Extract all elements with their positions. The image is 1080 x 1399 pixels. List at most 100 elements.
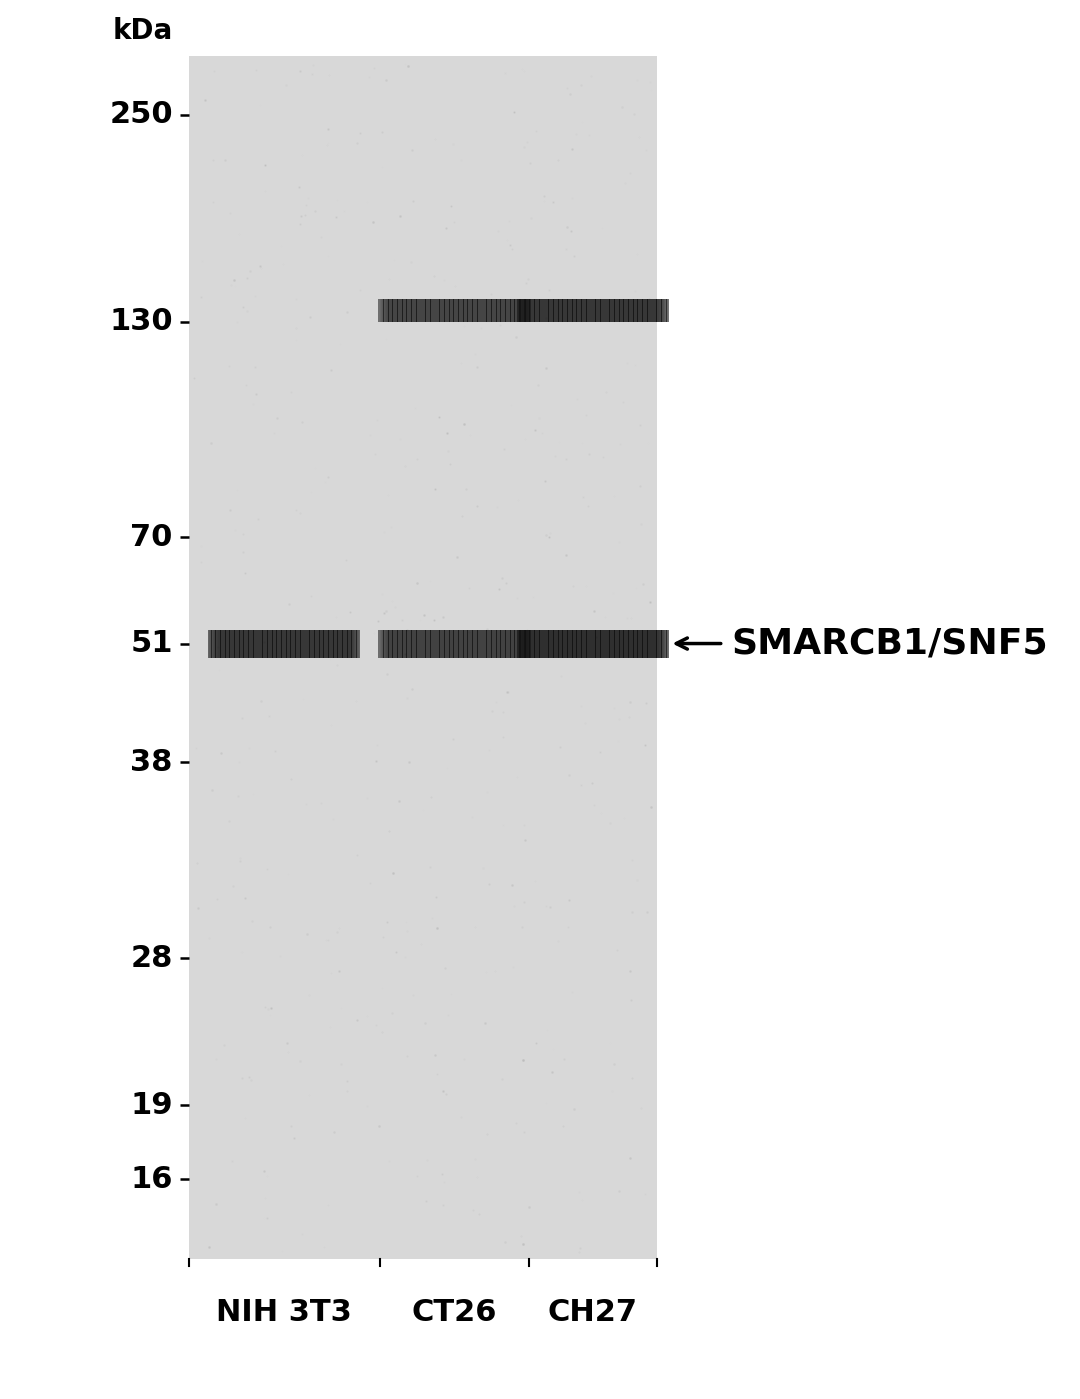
Bar <box>482 630 483 658</box>
Bar <box>284 630 285 658</box>
Bar <box>545 630 548 658</box>
Bar <box>553 630 555 658</box>
Bar <box>257 630 259 658</box>
Bar <box>320 630 321 658</box>
Bar <box>298 630 299 658</box>
Bar <box>465 298 468 322</box>
Bar <box>607 298 608 322</box>
Bar <box>521 630 522 658</box>
Bar <box>391 298 392 322</box>
Bar <box>659 298 660 322</box>
Bar <box>621 630 622 658</box>
Bar <box>472 298 474 322</box>
Bar <box>383 298 384 322</box>
Bar <box>407 298 409 322</box>
Bar <box>315 630 318 658</box>
Bar <box>652 298 654 322</box>
Bar <box>489 298 490 322</box>
Bar <box>485 298 487 322</box>
Bar <box>438 630 440 658</box>
Bar <box>497 630 498 658</box>
Bar <box>460 298 461 322</box>
Bar <box>406 630 408 658</box>
Bar <box>549 298 550 322</box>
Bar <box>414 630 416 658</box>
Bar <box>431 298 432 322</box>
Bar <box>442 630 444 658</box>
Bar <box>496 630 497 658</box>
Bar <box>483 298 484 322</box>
Bar <box>548 630 549 658</box>
Bar <box>585 630 586 658</box>
Bar <box>635 298 636 322</box>
Bar <box>519 630 521 658</box>
Bar <box>433 630 434 658</box>
Bar <box>427 630 428 658</box>
Bar <box>580 298 582 322</box>
Bar <box>356 630 357 658</box>
Bar <box>509 630 511 658</box>
Bar <box>537 298 539 322</box>
Bar <box>512 298 513 322</box>
Bar <box>386 298 388 322</box>
Text: 16: 16 <box>131 1165 173 1193</box>
Bar <box>513 298 514 322</box>
Text: NIH 3T3: NIH 3T3 <box>216 1298 352 1328</box>
Bar <box>399 298 401 322</box>
Bar <box>272 630 274 658</box>
Bar <box>604 630 606 658</box>
Bar <box>516 630 518 658</box>
Bar <box>567 630 569 658</box>
Bar <box>608 298 609 322</box>
Bar <box>581 630 583 658</box>
Bar <box>456 630 457 658</box>
Bar <box>500 298 502 322</box>
Bar <box>610 298 612 322</box>
Bar <box>645 630 647 658</box>
Bar <box>549 630 550 658</box>
Bar <box>240 630 241 658</box>
Bar <box>443 298 445 322</box>
Bar <box>471 630 473 658</box>
Bar <box>566 630 568 658</box>
Bar <box>666 630 669 658</box>
Bar <box>585 298 586 322</box>
Bar <box>343 630 346 658</box>
Bar <box>270 630 271 658</box>
Bar <box>593 298 594 322</box>
Text: CT26: CT26 <box>411 1298 498 1328</box>
Bar <box>311 630 312 658</box>
Bar <box>455 298 456 322</box>
Bar <box>340 630 341 658</box>
Bar <box>666 298 669 322</box>
Bar <box>638 298 640 322</box>
Bar <box>503 630 504 658</box>
Bar <box>338 630 340 658</box>
Bar <box>378 630 380 658</box>
Bar <box>581 298 583 322</box>
Bar <box>644 298 645 322</box>
Bar <box>463 298 465 322</box>
Bar <box>503 298 504 322</box>
Bar <box>521 298 522 322</box>
Bar <box>237 630 239 658</box>
Bar <box>620 298 621 322</box>
Bar <box>355 630 356 658</box>
Bar <box>291 630 292 658</box>
Bar <box>246 630 247 658</box>
Bar <box>508 630 510 658</box>
Bar <box>652 630 654 658</box>
Bar <box>630 630 631 658</box>
Bar <box>478 298 481 322</box>
Bar <box>329 630 332 658</box>
Bar <box>612 630 613 658</box>
Bar <box>279 630 281 658</box>
Text: 19: 19 <box>131 1091 173 1119</box>
Bar <box>589 298 591 322</box>
Bar <box>596 298 598 322</box>
Bar <box>208 630 211 658</box>
Bar <box>629 630 630 658</box>
Bar <box>219 630 220 658</box>
Bar <box>268 630 269 658</box>
Bar <box>564 630 565 658</box>
